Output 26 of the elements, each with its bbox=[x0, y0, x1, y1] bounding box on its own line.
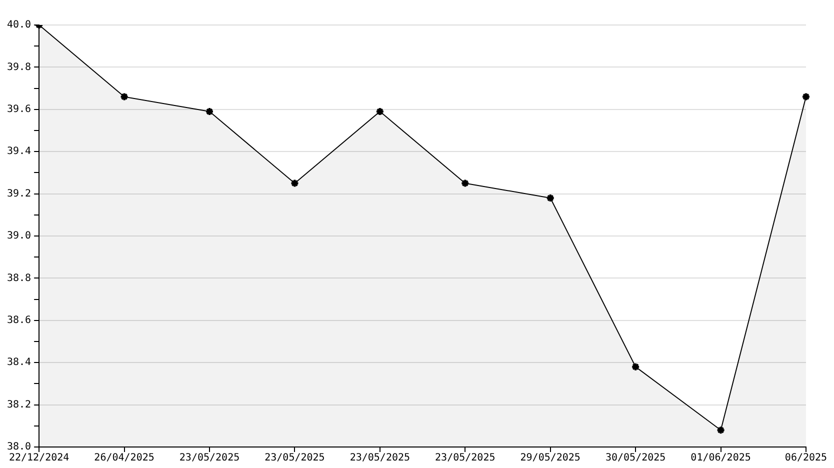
y-tick-label: 38.8 bbox=[6, 272, 32, 284]
y-tick-label: 38.0 bbox=[6, 442, 32, 453]
x-tick-label: 23/05/2025 bbox=[179, 452, 240, 464]
x-tick-label: 01/06/2025 bbox=[690, 452, 751, 464]
y-tick-label: 39.0 bbox=[6, 230, 32, 242]
y-tick-label: 38.2 bbox=[6, 399, 32, 410]
x-tick-label: 23/05/2025 bbox=[264, 452, 325, 464]
point bbox=[631, 362, 640, 372]
y-tick-label: 39.6 bbox=[6, 104, 32, 115]
x-tick-label: 06/2025 bbox=[784, 452, 828, 464]
y-tick-label: 39.2 bbox=[6, 188, 32, 200]
y-tick-label: 40.0 bbox=[6, 20, 32, 31]
y-tick-label: 39.4 bbox=[6, 146, 32, 158]
point bbox=[716, 426, 726, 435]
x-tick-label: 22/12/2024 bbox=[8, 452, 70, 464]
x-tick-label: 26/04/2025 bbox=[94, 452, 154, 464]
point bbox=[460, 178, 470, 188]
point bbox=[120, 92, 129, 102]
point bbox=[290, 178, 300, 188]
y-tick-label: 38.4 bbox=[6, 357, 32, 368]
y-tick-label: 38.6 bbox=[6, 314, 32, 326]
x-tick-label: 29/05/2025 bbox=[520, 452, 580, 464]
x-tick-label: 23/05/2025 bbox=[435, 452, 496, 464]
y-tick-label: 39.8 bbox=[6, 62, 32, 73]
x-tick-label: 23/05/2025 bbox=[350, 452, 410, 464]
x-tick-label: 30/05/2025 bbox=[605, 452, 666, 464]
